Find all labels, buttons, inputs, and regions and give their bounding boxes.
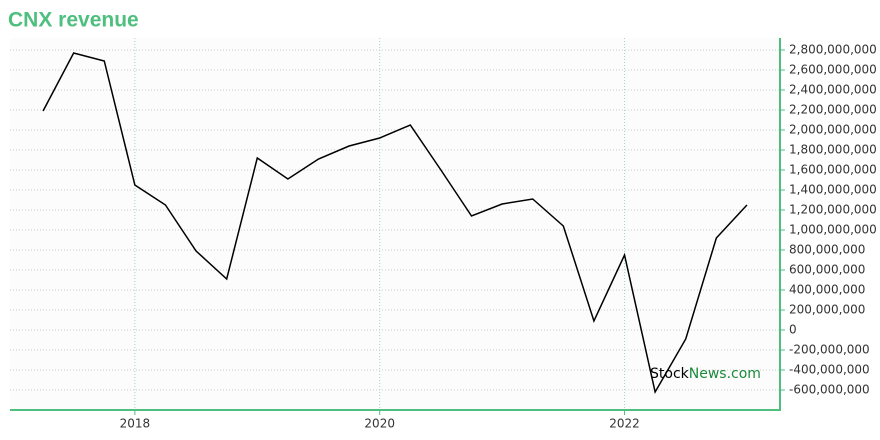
y-tick-label: 2,600,000,000 [789,63,877,77]
y-tick-label: 800,000,000 [789,243,865,257]
y-tick-label: 0 [789,323,797,337]
y-tick-label: 2,800,000,000 [789,43,877,57]
x-tick-label: 2018 [120,417,151,431]
plot-area [10,38,780,410]
x-tick-label: 2020 [364,417,395,431]
y-tick-label: 600,000,000 [789,263,865,277]
y-tick-label: 2,400,000,000 [789,83,877,97]
y-tick-label: 2,200,000,000 [789,103,877,117]
watermark-part: News.com [689,366,761,382]
y-tick-label: -600,000,000 [789,383,870,397]
watermark: StockNews.com [650,366,761,382]
y-tick-label: 2,000,000,000 [789,123,877,137]
line [42,52,748,395]
y-tick-label: 200,000,000 [789,303,865,317]
y-tick-label: 400,000,000 [789,283,865,297]
y-tick-label: -400,000,000 [789,363,870,377]
chart-title: CNX revenue [8,9,139,32]
x-tick-label: 2022 [609,417,640,431]
y-tick-label: 1,200,000,000 [789,203,877,217]
y-tick-label: 1,400,000,000 [789,183,877,197]
y-tick-label: 1,600,000,000 [789,163,877,177]
y-tick-label: -200,000,000 [789,343,870,357]
watermark-part: Stock [650,366,690,382]
y-tick-label: 1,800,000,000 [789,143,877,157]
y-tick-label: 1,000,000,000 [789,223,877,237]
